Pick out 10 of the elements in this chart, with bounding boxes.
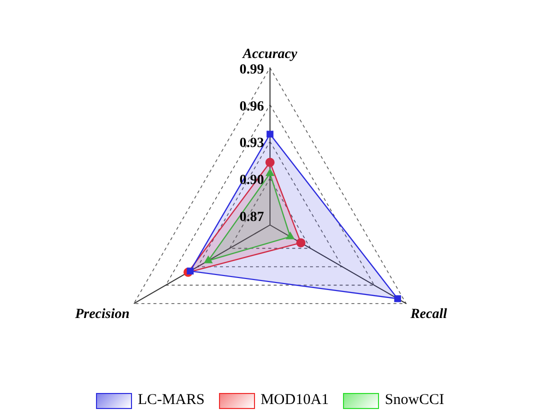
y-tick-label: 0.99 bbox=[240, 62, 264, 78]
legend-label: LC-MARS bbox=[138, 392, 205, 409]
spoke-label: Recall bbox=[409, 307, 448, 322]
spoke-label: Accuracy bbox=[242, 47, 298, 62]
y-tick-label: 0.96 bbox=[240, 99, 264, 114]
spoke-label: Precision bbox=[75, 307, 130, 322]
y-tick-label: 0.87 bbox=[240, 210, 264, 225]
legend-label: SnowCCI bbox=[384, 392, 444, 409]
y-tick-label: 0.93 bbox=[240, 136, 264, 152]
legend-label: MOD10A1 bbox=[260, 392, 329, 409]
